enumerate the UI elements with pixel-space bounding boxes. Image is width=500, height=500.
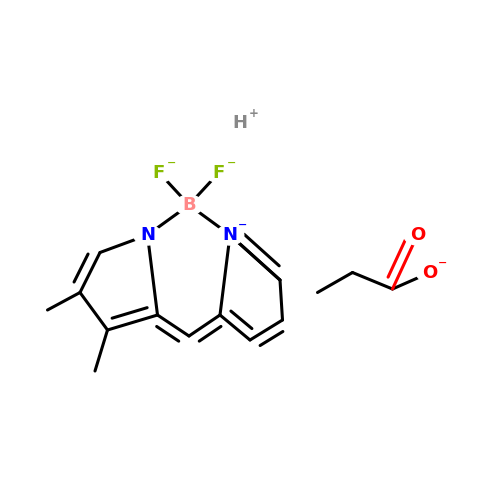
Text: −: − (227, 158, 236, 168)
Ellipse shape (416, 262, 444, 282)
Text: N: N (222, 226, 238, 244)
Text: N: N (140, 226, 155, 244)
Text: F: F (213, 164, 225, 182)
Ellipse shape (134, 225, 161, 245)
Ellipse shape (145, 162, 173, 182)
Text: H: H (232, 114, 248, 132)
Text: +: + (249, 107, 259, 120)
Ellipse shape (404, 225, 431, 245)
Text: −: − (438, 258, 447, 268)
Text: −: − (238, 220, 247, 230)
Text: O: O (422, 264, 438, 281)
Ellipse shape (206, 162, 233, 182)
Ellipse shape (176, 195, 203, 215)
Text: O: O (410, 226, 425, 244)
Text: B: B (182, 196, 196, 214)
Text: −: − (167, 158, 176, 168)
Text: F: F (153, 164, 165, 182)
Ellipse shape (216, 225, 244, 245)
